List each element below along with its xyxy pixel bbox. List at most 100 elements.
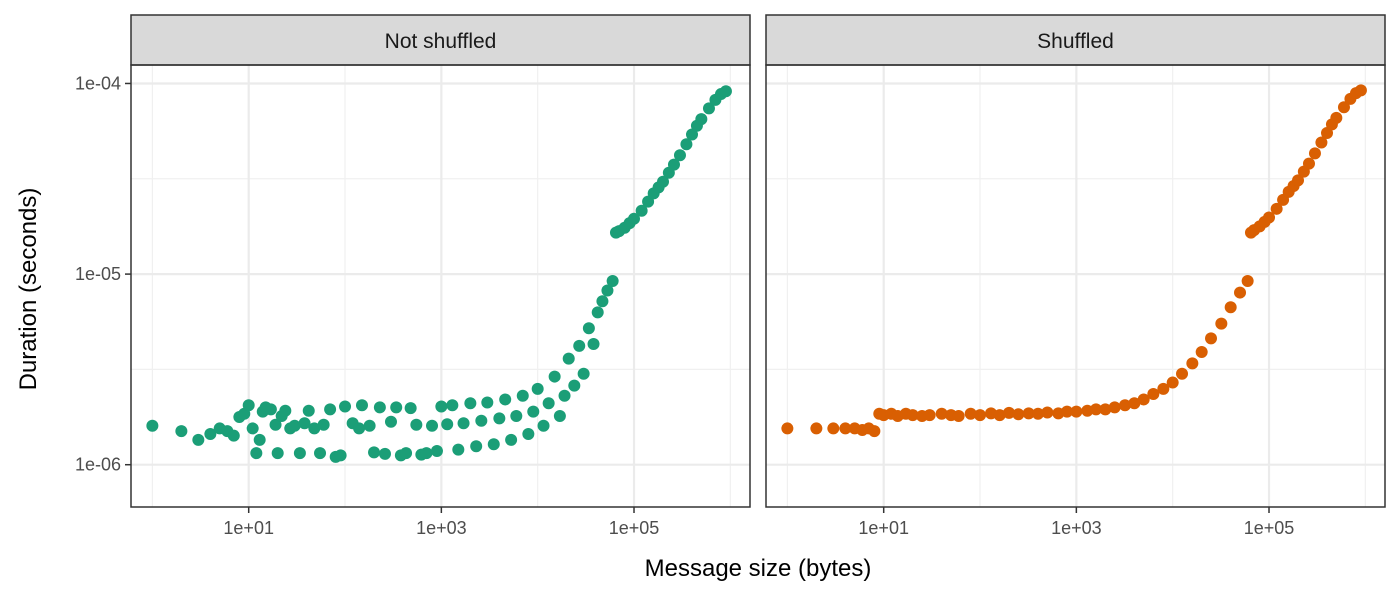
data-point [1137, 393, 1150, 406]
data-point [568, 379, 581, 392]
data-point [1241, 274, 1254, 287]
data-point [271, 447, 284, 460]
data-point [695, 113, 708, 126]
data-point [368, 446, 381, 459]
data-point [952, 410, 965, 423]
facet-strip [765, 14, 1386, 66]
data-point [384, 415, 397, 428]
data-point [1308, 147, 1321, 160]
data-point [1128, 397, 1141, 410]
data-point [1041, 406, 1054, 419]
data-point [510, 410, 523, 423]
x-tick-label: 1e+03 [416, 518, 467, 538]
x-tick-label: 1e+01 [858, 518, 909, 538]
data-point [702, 102, 715, 115]
data-point [420, 447, 433, 460]
facet-strip-label: Not shuffled [385, 30, 497, 53]
data-point [457, 417, 470, 430]
data-point [279, 404, 292, 417]
data-point [635, 204, 648, 217]
data-point [1108, 401, 1121, 414]
data-point [596, 295, 609, 308]
x-tick-label: 1e+03 [1051, 518, 1102, 538]
data-point [435, 400, 448, 413]
data-point [1147, 387, 1160, 400]
series-points [781, 84, 1367, 438]
data-point [1234, 286, 1247, 299]
data-point [906, 409, 919, 422]
data-point [935, 407, 948, 420]
x-tick-label: 1e+05 [1244, 518, 1295, 538]
data-point [1119, 399, 1132, 412]
data-point [1270, 202, 1283, 215]
data-point [1003, 406, 1016, 419]
data-point [446, 399, 459, 412]
data-point [1157, 382, 1170, 395]
data-point [577, 367, 590, 380]
data-point [353, 422, 366, 435]
data-point [628, 212, 641, 225]
data-point [573, 339, 586, 352]
data-point [426, 419, 439, 432]
x-axis-title: Message size (bytes) [645, 555, 872, 582]
panel-1: Shuffled [765, 14, 1386, 508]
data-point [1195, 346, 1208, 359]
data-point [974, 409, 987, 422]
data-point [923, 409, 936, 422]
data-point [334, 449, 347, 462]
data-point [839, 422, 852, 435]
panel-0: Not shuffled [130, 14, 751, 508]
data-point [487, 438, 500, 451]
data-point [667, 158, 680, 171]
y-tick-label: 1e-04 [75, 73, 121, 93]
data-point [1205, 332, 1218, 345]
data-point [542, 397, 555, 410]
data-point [781, 422, 794, 435]
data-point [1166, 376, 1179, 389]
data-point [227, 429, 240, 442]
data-point [308, 422, 321, 435]
data-point [582, 322, 595, 335]
data-point [505, 433, 518, 446]
data-point [537, 419, 550, 432]
data-point [993, 409, 1006, 422]
data-point [253, 433, 266, 446]
data-point [1330, 111, 1343, 124]
data-point [591, 306, 604, 319]
data-point [470, 440, 483, 453]
data-point [1176, 367, 1189, 380]
data-point [373, 401, 386, 414]
data-point [410, 418, 423, 431]
series-points [146, 85, 732, 463]
data-point [390, 401, 403, 414]
data-point [522, 427, 535, 440]
data-point [146, 419, 159, 432]
data-point [430, 445, 443, 458]
data-point [204, 427, 217, 440]
data-point [288, 419, 301, 432]
data-point [293, 447, 306, 460]
data-point [1099, 403, 1112, 416]
y-tick-label: 1e-06 [75, 455, 121, 475]
data-point [553, 410, 566, 423]
data-point [601, 284, 614, 297]
data-point [516, 389, 529, 402]
data-point [680, 138, 693, 151]
x-tick-label: 1e+05 [609, 518, 660, 538]
data-point [1292, 174, 1305, 187]
data-point [527, 405, 540, 418]
data-point [192, 433, 205, 446]
data-point [1224, 301, 1237, 314]
data-point [378, 447, 391, 460]
data-point [314, 447, 327, 460]
data-point [452, 443, 465, 456]
data-point [686, 128, 699, 141]
x-tick-label: 1e+01 [223, 518, 274, 538]
data-point [242, 399, 255, 412]
y-axis-title: Duration (seconds) [15, 188, 42, 391]
data-point [363, 419, 376, 432]
data-point [810, 422, 823, 435]
data-point [1354, 84, 1367, 97]
data-point [1032, 407, 1045, 420]
